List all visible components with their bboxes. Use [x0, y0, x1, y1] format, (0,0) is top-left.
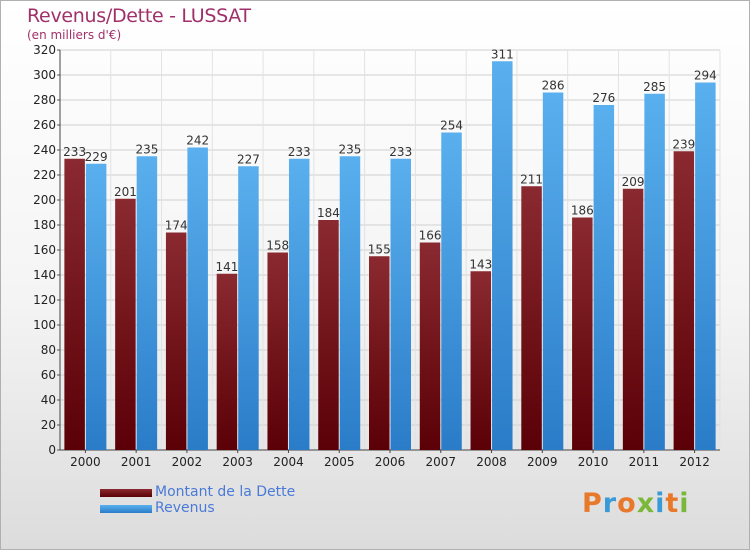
data-label-revenus: 242 — [186, 134, 209, 148]
y-tick-label: 280 — [33, 93, 56, 107]
y-tick-label: 220 — [33, 168, 56, 182]
legend-label-revenus: Revenus — [155, 500, 215, 516]
data-label-dette: 141 — [215, 260, 238, 274]
bar-dette — [470, 271, 492, 450]
data-label-revenus: 254 — [440, 119, 463, 133]
bar-revenus — [492, 61, 513, 450]
x-tick-label: 2002 — [172, 455, 203, 469]
logo-letter: r — [602, 488, 618, 519]
x-tick-label: 2012 — [679, 455, 710, 469]
y-tick-label: 320 — [33, 43, 56, 57]
data-label-revenus: 235 — [135, 142, 158, 156]
bar-revenus — [85, 163, 107, 450]
data-label-revenus: 233 — [389, 145, 412, 159]
bar-dette — [419, 242, 441, 450]
y-tick-label: 80 — [41, 343, 56, 357]
legend-label-debt: Montant de la Dette — [155, 484, 296, 500]
x-tick-label: 2011 — [629, 455, 660, 469]
x-tick-label: 2009 — [527, 455, 558, 469]
data-label-revenus: 229 — [85, 150, 108, 164]
data-label-revenus: 233 — [288, 145, 311, 159]
y-tick-label: 160 — [33, 243, 56, 257]
x-tick-label: 2001 — [121, 455, 152, 469]
data-label-dette: 166 — [419, 229, 442, 243]
data-label-dette: 201 — [114, 185, 137, 199]
y-tick-label: 140 — [33, 268, 56, 282]
bar-revenus — [695, 82, 716, 450]
bar-revenus — [136, 156, 158, 450]
bar-dette — [521, 186, 542, 450]
y-tick-label: 60 — [41, 368, 56, 382]
data-label-revenus: 286 — [542, 79, 565, 93]
logo-letter: i — [655, 488, 666, 519]
y-tick-label: 200 — [33, 193, 56, 207]
bar-dette — [622, 188, 644, 450]
data-label-dette: 239 — [672, 137, 695, 151]
bar-revenus — [390, 158, 411, 450]
x-tick-label: 2006 — [375, 455, 406, 469]
bar-dette — [673, 151, 695, 450]
x-tick-label: 2004 — [273, 455, 304, 469]
chart-subtitle: (en milliers d'€) — [27, 28, 122, 42]
legend-swatch-debt — [100, 489, 152, 497]
data-label-dette: 143 — [469, 257, 492, 271]
data-label-revenus: 227 — [237, 152, 260, 166]
logo-letter: P — [582, 488, 603, 519]
data-label-dette: 186 — [571, 204, 594, 218]
bar-dette — [216, 273, 238, 450]
x-tick-label: 2007 — [425, 455, 456, 469]
data-label-dette: 174 — [165, 219, 188, 233]
bar-dette — [267, 252, 288, 450]
bar-revenus — [441, 132, 462, 450]
logo-letter: o — [617, 488, 637, 519]
bar-revenus — [187, 147, 208, 450]
bar-revenus — [288, 158, 310, 450]
data-label-dette: 155 — [368, 242, 391, 256]
data-label-revenus: 276 — [592, 91, 615, 105]
bar-dette — [115, 198, 136, 450]
y-tick-label: 300 — [33, 68, 56, 82]
y-tick-label: 180 — [33, 218, 56, 232]
y-tick-label: 40 — [41, 393, 56, 407]
bar-dette — [165, 232, 187, 450]
bar-revenus — [542, 92, 564, 450]
data-label-dette: 158 — [266, 239, 289, 253]
bar-dette — [318, 220, 339, 450]
data-label-dette: 211 — [520, 172, 543, 186]
data-label-revenus: 285 — [643, 80, 666, 94]
x-tick-label: 2008 — [476, 455, 507, 469]
logo-letter: t — [665, 488, 680, 519]
data-label-dette: 209 — [622, 175, 645, 189]
data-label-dette: 184 — [317, 206, 340, 220]
data-label-revenus: 294 — [694, 69, 717, 83]
bar-dette — [64, 158, 85, 450]
bar-revenus — [339, 156, 361, 450]
bars — [64, 61, 716, 450]
y-tick-label: 120 — [33, 293, 56, 307]
bar-dette — [369, 256, 390, 450]
x-tick-label: 2003 — [222, 455, 253, 469]
logo-letter: i — [679, 488, 690, 519]
y-tick-label: 260 — [33, 118, 56, 132]
legend-swatch-revenus — [100, 505, 152, 513]
logo-letter: x — [636, 488, 656, 519]
bar-dette — [572, 217, 593, 450]
y-tick-label: 100 — [33, 318, 56, 332]
x-tick-label: 2005 — [324, 455, 355, 469]
bar-revenus — [593, 105, 615, 450]
proxiti-logo: Proxiti — [582, 488, 690, 519]
y-tick-label: 0 — [48, 443, 56, 457]
bar-revenus — [644, 93, 665, 450]
y-tick-label: 20 — [41, 418, 56, 432]
y-tick-label: 240 — [33, 143, 56, 157]
bar-revenus — [238, 166, 259, 450]
data-label-revenus: 311 — [491, 47, 514, 61]
x-tick-label: 2000 — [70, 455, 101, 469]
data-labels: 2332292012351742421412271582331842351552… — [63, 47, 717, 274]
chart-title: Revenus/Dette - LUSSAT — [27, 5, 251, 27]
data-label-dette: 233 — [63, 145, 86, 159]
x-tick-label: 2010 — [578, 455, 609, 469]
data-label-revenus: 235 — [339, 142, 362, 156]
